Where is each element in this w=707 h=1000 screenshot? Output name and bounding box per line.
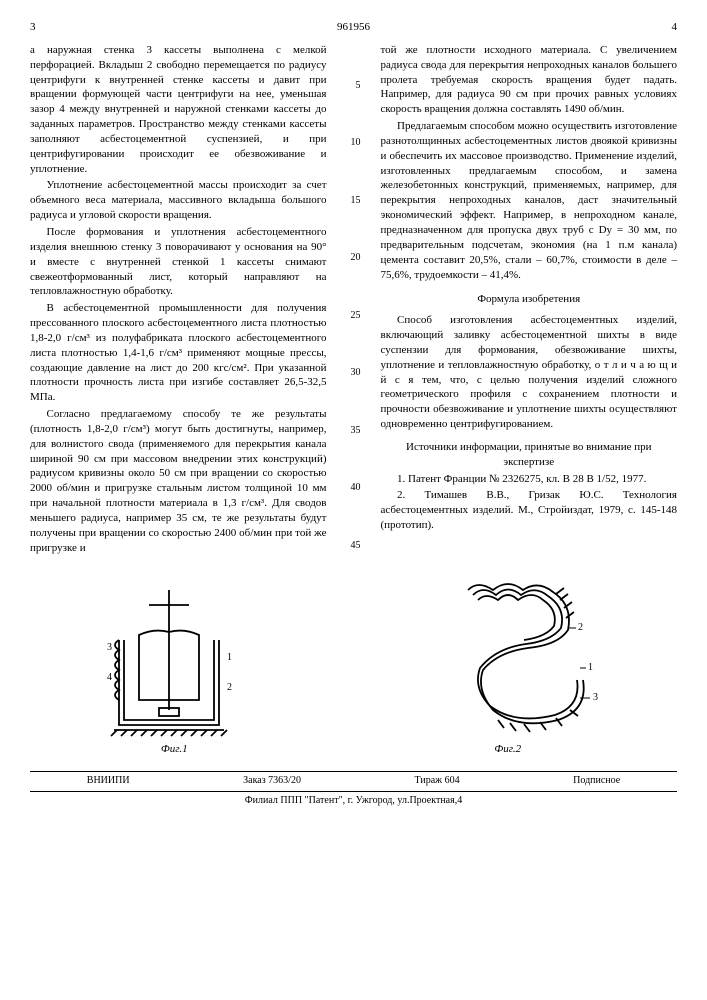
sources-title: Источники информации, принятые во вниман… bbox=[381, 440, 678, 470]
fig1-ref-1: 1 bbox=[227, 652, 232, 663]
left-p3: После формования и уплотнения асбестоцем… bbox=[30, 225, 327, 299]
fig2-svg: 2 1 3 bbox=[408, 570, 608, 740]
ln-45: 45 bbox=[347, 539, 361, 553]
figure-1: 3 4 1 2 Фиг.1 bbox=[99, 580, 249, 757]
left-p1: а наружная стенка 3 кассеты выполнена с … bbox=[30, 43, 327, 177]
right-p2: Предлагаемым способом можно осуществить … bbox=[381, 119, 678, 282]
ln-40: 40 bbox=[347, 481, 361, 495]
figure-2: 2 1 3 Фиг.2 bbox=[408, 570, 608, 757]
fig1-ref-2: 2 bbox=[227, 682, 232, 693]
left-column: а наружная стенка 3 кассеты выполнена с … bbox=[30, 43, 327, 558]
footer-tirazh: Тираж 604 bbox=[415, 774, 460, 788]
right-column: той же плотности исходного материала. С … bbox=[381, 43, 678, 558]
fig1-ref-4: 4 bbox=[107, 672, 112, 683]
body-columns: а наружная стенка 3 кассеты выполнена с … bbox=[30, 43, 677, 558]
page-num-left: 3 bbox=[30, 20, 36, 35]
source-1: 1. Патент Франции № 2326275, кл. В 28 В … bbox=[381, 472, 678, 487]
fig2-ref-1: 1 bbox=[588, 662, 593, 673]
line-number-gutter: 5 10 15 20 25 30 35 40 45 bbox=[347, 43, 361, 558]
fig2-label: Фиг.2 bbox=[408, 742, 608, 757]
right-p3: Способ изготовления асбестоцементных изд… bbox=[381, 313, 678, 432]
fig2-ref-3: 3 bbox=[593, 692, 598, 703]
right-p1: той же плотности исходного материала. С … bbox=[381, 43, 678, 117]
fig2-ref-2: 2 bbox=[578, 622, 583, 633]
fig1-label: Фиг.1 bbox=[99, 742, 249, 757]
ln-20: 20 bbox=[347, 251, 361, 265]
footer-podpisnoe: Подписное bbox=[573, 774, 620, 788]
page-num-right: 4 bbox=[672, 20, 678, 35]
ln-10: 10 bbox=[347, 136, 361, 150]
ln-15: 15 bbox=[347, 194, 361, 208]
doc-number: 961956 bbox=[337, 20, 370, 35]
left-p5: Согласно предлагаемому способу те же рез… bbox=[30, 407, 327, 555]
ln-25: 25 bbox=[347, 309, 361, 323]
left-p2: Уплотнение асбестоцементной массы происх… bbox=[30, 178, 327, 223]
page-header: 3 961956 4 bbox=[30, 20, 677, 35]
footer-row-1: ВНИИПИ Заказ 7363/20 Тираж 604 Подписное bbox=[30, 771, 677, 788]
ln-30: 30 bbox=[347, 366, 361, 380]
left-p4: В асбестоцементной промышленности для по… bbox=[30, 301, 327, 405]
formula-title: Формула изобретения bbox=[381, 292, 678, 307]
fig1-ref-3: 3 bbox=[107, 642, 112, 653]
ln-35: 35 bbox=[347, 424, 361, 438]
figures-row: 3 4 1 2 Фиг.1 2 1 3 bbox=[30, 570, 677, 757]
footer: ВНИИПИ Заказ 7363/20 Тираж 604 Подписное… bbox=[30, 771, 677, 807]
ln-5: 5 bbox=[347, 79, 361, 93]
source-2: 2. Тимашев В.В., Гризак Ю.С. Технология … bbox=[381, 488, 678, 533]
footer-row-2: Филиал ППП "Патент", г. Ужгород, ул.Прое… bbox=[30, 791, 677, 808]
footer-vniipi: ВНИИПИ bbox=[87, 774, 130, 788]
fig1-svg: 3 4 1 2 bbox=[99, 580, 249, 740]
footer-order: Заказ 7363/20 bbox=[243, 774, 301, 788]
